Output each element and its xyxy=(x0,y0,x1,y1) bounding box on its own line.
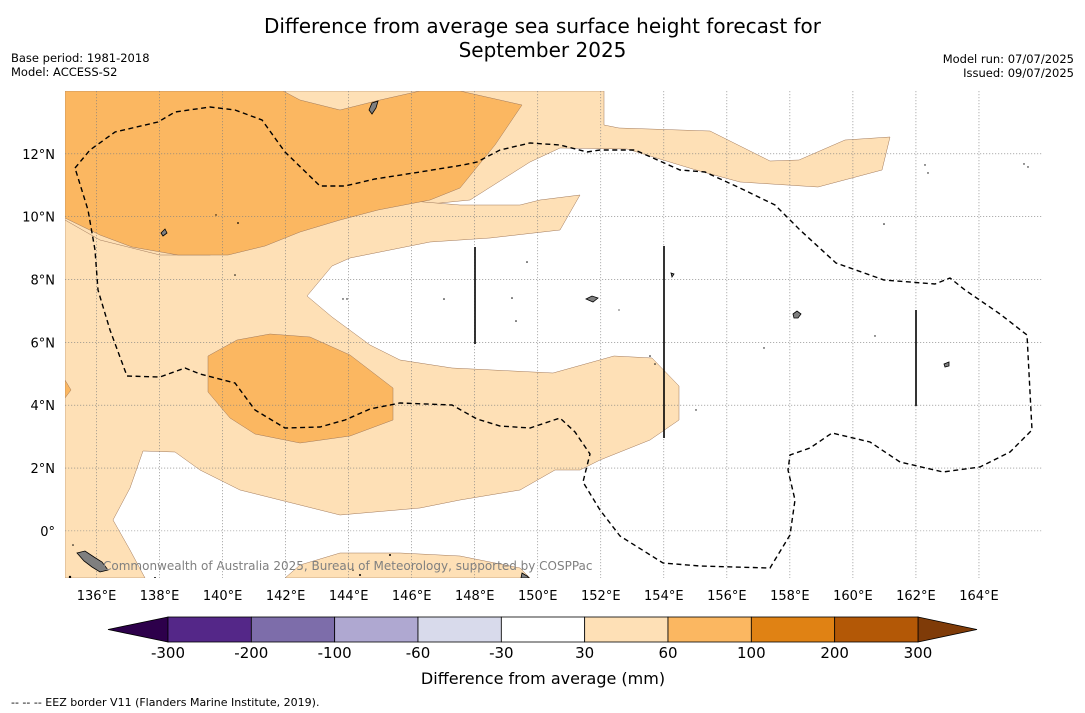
model-name: Model: ACCESS-S2 xyxy=(11,65,118,79)
colorbar-extend-low xyxy=(107,616,169,643)
colorbar-segment xyxy=(584,616,669,643)
islands xyxy=(76,100,950,578)
model-run: Model run: 07/07/2025 xyxy=(942,52,1074,66)
lon-tick-label: 146°E xyxy=(392,589,432,604)
lat-tick-label: 0° xyxy=(40,525,55,540)
map-plot-area xyxy=(65,91,1042,578)
colorbar-segment xyxy=(834,616,919,643)
colorbar-tick-label: -200 xyxy=(234,644,268,662)
island xyxy=(76,550,109,573)
lon-tick-label: 138°E xyxy=(140,589,180,604)
lon-tick-label: 150°E xyxy=(518,589,558,604)
island xyxy=(585,295,599,303)
colorbar-segment xyxy=(667,616,752,643)
anomaly-region-30-60-south xyxy=(284,552,531,578)
lon-tick-label: 148°E xyxy=(455,589,495,604)
colorbar-tick-label: 300 xyxy=(904,644,933,662)
lon-tick-label: 160°E xyxy=(833,589,873,604)
island xyxy=(520,572,530,578)
colorbar-segment xyxy=(500,616,586,643)
lat-tick-label: 4°N xyxy=(31,399,56,414)
island xyxy=(670,272,675,278)
colorbar-tick-label: -100 xyxy=(318,644,352,662)
colorbar-extend-high xyxy=(917,616,978,643)
title-line-1: Difference from average sea surface heig… xyxy=(263,14,822,38)
lat-tick-label: 10°N xyxy=(22,211,55,226)
colorbar-tick-label: 60 xyxy=(658,644,677,662)
island xyxy=(792,310,802,319)
island xyxy=(368,100,379,115)
colorbar: -300 -200 -100 -60 -30 30 60 100 200 300 Differenc… xyxy=(107,616,978,688)
colorbar-tick-label: 200 xyxy=(820,644,849,662)
lon-tick-label: 140°E xyxy=(203,589,243,604)
colorbar-tick-label: -60 xyxy=(406,644,431,662)
lon-tick-label: 144°E xyxy=(329,589,369,604)
eez-border-west xyxy=(74,106,1033,569)
map-title: Difference from average sea surface heig… xyxy=(0,14,1085,62)
lon-tick-label: 152°E xyxy=(581,589,621,604)
colorbar-segment xyxy=(750,616,836,643)
meta-right: Model run: 07/07/2025 Issued: 09/07/2025 xyxy=(943,52,1074,80)
base-period: Base period: 1981-2018 xyxy=(11,51,150,65)
copyright-notice: Commonwealth of Australia 2025, Bureau o… xyxy=(103,559,593,573)
eez-footnote: -- -- -- EEZ border V11 (Flanders Marine… xyxy=(11,696,320,709)
anomaly-region-60-100-northwest xyxy=(65,91,523,256)
anomaly-region-60-100-central xyxy=(207,333,394,444)
lon-tick-label: 142°E xyxy=(266,589,306,604)
lat-tick-label: 2°N xyxy=(31,462,56,477)
island xyxy=(160,228,168,237)
meta-left: Base period: 1981-2018 Model: ACCESS-S2 xyxy=(11,51,150,79)
colorbar-segment xyxy=(250,616,336,643)
colorbar-tick-label: 30 xyxy=(575,644,594,662)
island xyxy=(943,361,950,368)
colorbar-segment xyxy=(417,616,502,643)
issued-date: Issued: 09/07/2025 xyxy=(963,66,1074,80)
colorbar-segment xyxy=(334,616,419,643)
latitude-labels: 0° 2°N 4°N 6°N 8°N 10°N 12°N xyxy=(22,148,55,540)
colorbar-segment xyxy=(167,616,252,643)
lat-tick-label: 6°N xyxy=(31,336,56,351)
lon-tick-label: 164°E xyxy=(959,589,999,604)
colorbar-title: Difference from average (mm) xyxy=(421,669,665,688)
lon-tick-label: 158°E xyxy=(770,589,810,604)
lat-tick-label: 12°N xyxy=(22,148,55,163)
colorbar-tick-label: -30 xyxy=(489,644,514,662)
islets xyxy=(68,163,1029,578)
lon-tick-label: 136°E xyxy=(77,589,117,604)
title-line-2: September 2025 xyxy=(458,38,627,62)
colorbar-tick-label: -300 xyxy=(151,644,185,662)
anomaly-region-60-100-west-edge xyxy=(65,379,72,399)
lat-tick-label: 8°N xyxy=(31,274,56,289)
colorbar-tick-label: 100 xyxy=(737,644,766,662)
lon-tick-label: 162°E xyxy=(896,589,936,604)
longitude-labels: 136°E 138°E 140°E 142°E 144°E 146°E 148°E 150°E… xyxy=(77,589,999,604)
lon-tick-label: 156°E xyxy=(707,589,747,604)
lon-tick-label: 154°E xyxy=(644,589,684,604)
